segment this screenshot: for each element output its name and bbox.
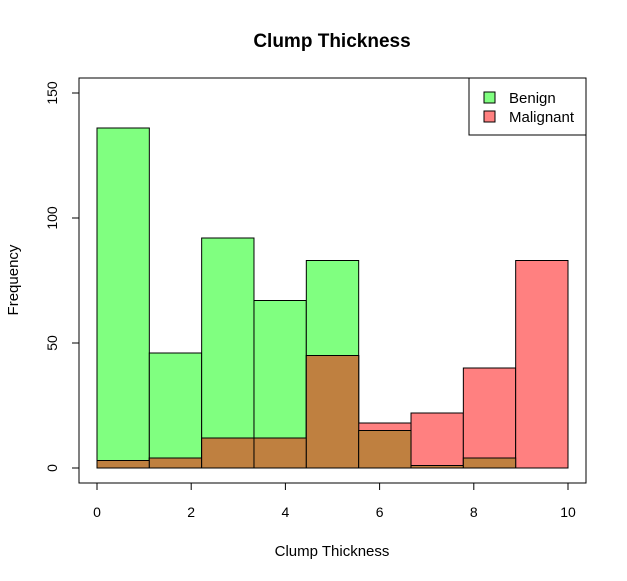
x-tick-label-8: 8 <box>470 504 478 520</box>
x-tick-label-4: 4 <box>282 504 290 520</box>
bar-overlap-7 <box>462 457 517 469</box>
bar-overlap-6 <box>410 465 464 469</box>
x-tick-label-10: 10 <box>560 504 576 520</box>
bars-group <box>96 127 569 469</box>
y-tick-label-150: 150 <box>44 81 60 105</box>
y-axis: 0 50 100 150 <box>44 81 80 472</box>
x-tick-label-2: 2 <box>187 504 195 520</box>
y-axis-label: Frequency <box>5 244 22 315</box>
bar-malignant-6 <box>410 412 464 469</box>
bar-malignant-7 <box>462 367 517 469</box>
legend-label-benign: Benign <box>509 90 556 107</box>
y-tick-label-100: 100 <box>44 206 60 230</box>
x-tick-label-6: 6 <box>376 504 384 520</box>
bar-benign-1 <box>148 352 203 469</box>
x-tick-label-0: 0 <box>93 504 101 520</box>
chart-title: Clump Thickness <box>253 31 410 52</box>
legend-swatch-malignant <box>483 110 496 123</box>
bar-benign-0 <box>96 127 150 469</box>
bar-malignant-8 <box>515 260 569 469</box>
legend: Benign Malignant <box>468 77 587 136</box>
bar-overlap-3 <box>253 437 307 469</box>
bar-overlap-0 <box>96 460 150 469</box>
bar-overlap-1 <box>148 457 203 469</box>
legend-box <box>468 77 587 136</box>
bar-overlap-2 <box>201 437 255 469</box>
bar-overlap-5 <box>358 430 412 469</box>
x-axis-label: Clump Thickness <box>275 543 390 560</box>
legend-label-malignant: Malignant <box>509 109 575 126</box>
bar-overlap-4 <box>305 355 360 469</box>
y-tick-label-0: 0 <box>44 464 60 472</box>
legend-swatch-benign <box>483 91 496 104</box>
bar-benign-2 <box>201 237 255 469</box>
y-tick-label-50: 50 <box>44 335 60 351</box>
x-axis: 0 2 4 6 8 10 <box>93 482 576 520</box>
